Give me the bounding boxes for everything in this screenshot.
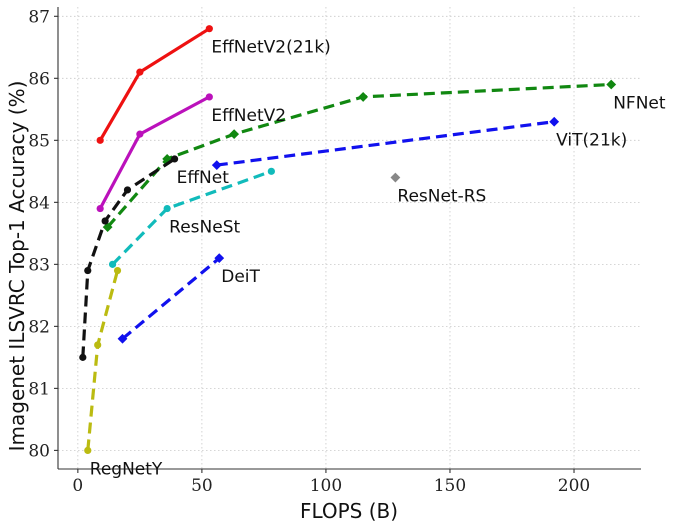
y-tick-label: 83 — [28, 255, 50, 275]
y-tick-label: 84 — [28, 193, 50, 213]
data-point-effnet — [123, 186, 132, 194]
series-label-nfnet: NFNet — [613, 94, 666, 114]
data-point-nfnet — [606, 79, 617, 90]
series-line-deit — [121, 256, 221, 341]
data-point-effnetv2 — [136, 130, 144, 138]
data-point-effnetv2 — [96, 204, 104, 213]
data-point-regnety — [94, 341, 102, 349]
series-regnety — [84, 266, 122, 454]
axes — [54, 7, 641, 473]
series-effnet — [79, 155, 179, 361]
x-tick-label: 0 — [72, 476, 83, 496]
x-axis-title: FLOPS (B) — [300, 499, 398, 523]
series-line-regnety — [86, 270, 120, 451]
x-tick-label: 200 — [558, 476, 590, 496]
x-tick-label: 100 — [310, 476, 342, 496]
grid — [58, 7, 641, 469]
series-label-effnetv2-21k: EffNetV2(21k) — [211, 38, 330, 58]
data-point-resnest — [108, 260, 117, 268]
series-vit-21k — [211, 116, 560, 171]
data-point-resnest — [163, 204, 171, 213]
series-resnest — [108, 167, 275, 268]
data-point-nfnet — [229, 129, 240, 140]
data-point-effnetv2-21k — [136, 68, 144, 76]
data-point-effnetv2-21k — [96, 136, 104, 144]
data-point-effnetv2 — [205, 93, 213, 101]
data-point-effnet — [79, 353, 87, 361]
data-point-nfnet — [102, 222, 113, 233]
data-point-resnest — [267, 167, 275, 175]
y-tick-label: 87 — [28, 7, 50, 27]
series-resnet-rs — [390, 172, 401, 183]
series-label-vit-21k: ViT(21k) — [556, 131, 627, 151]
data-point-resnet-rs — [390, 172, 401, 183]
data-point-regnety — [113, 266, 122, 275]
series-label-resnet-rs: ResNet-RS — [397, 187, 486, 207]
y-tick-label: 80 — [28, 441, 50, 461]
data-point-regnety — [84, 446, 92, 454]
series-label-effnet: EffNet — [177, 168, 230, 188]
series-line-effnetv2-21k — [98, 27, 211, 142]
series-label-regnety: RegNetY — [90, 459, 163, 479]
series-group — [79, 25, 617, 454]
data-point-deit — [117, 333, 128, 344]
tick-labels: 0 50 100 150 200 80 81 82 83 84 85 86 87 — [28, 7, 590, 496]
series-line-nfnet — [106, 82, 612, 229]
data-point-effnet — [84, 266, 92, 275]
series-deit — [117, 253, 225, 344]
data-point-nfnet — [358, 92, 369, 102]
y-tick-label: 81 — [28, 379, 50, 399]
y-tick-label: 85 — [28, 131, 50, 151]
data-point-effnetv2-21k — [205, 25, 213, 33]
y-tick-label: 86 — [28, 69, 50, 89]
series-line-vit-21k — [216, 120, 555, 167]
series-nfnet — [102, 79, 617, 233]
series-effnetv2 — [96, 93, 213, 213]
y-tick-label: 82 — [28, 317, 50, 337]
y-axis-title: Imagenet ILSVRC Top-1 Accuracy (%) — [5, 81, 29, 452]
data-point-deit — [214, 253, 225, 264]
series-effnetv2-21k — [96, 25, 213, 144]
data-point-effnet — [171, 155, 179, 163]
x-tick-label: 50 — [191, 476, 213, 496]
series-label-effnetv2: EffNetV2 — [211, 106, 286, 126]
data-point-vit-21k — [549, 116, 560, 127]
series-label-deit: DeiT — [221, 267, 260, 287]
series-labels: EffNetV2(21k) EffNetV2 NFNet ViT(21k) EffNet… — [90, 38, 666, 480]
data-point-vit-21k — [211, 160, 222, 171]
x-tick-label: 150 — [434, 476, 466, 496]
data-point-effnet — [101, 217, 109, 225]
series-label-resnest: ResNeSt — [169, 218, 240, 238]
